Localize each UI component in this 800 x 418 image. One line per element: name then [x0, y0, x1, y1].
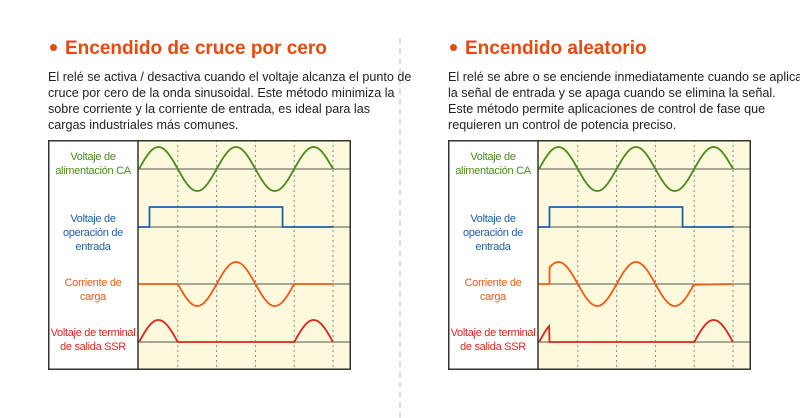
timing-svg	[448, 140, 751, 370]
row-label-line: carga	[479, 291, 507, 303]
description-line: cargas industriales más comunes.	[48, 118, 239, 132]
load-current-wave	[538, 261, 734, 307]
row-label-line: operación de	[62, 227, 123, 239]
timing-diagram: Voltaje de alimentación CA Voltaje de opera…	[448, 140, 751, 370]
description-line: requieren un control de potencia preciso…	[448, 118, 677, 132]
row-label-ssr: Voltaje de terminal de salida SSR	[448, 326, 538, 354]
row-label-line: alimentación CA	[55, 165, 131, 177]
row-label-line: Voltaje de terminal	[50, 327, 136, 339]
description-line: El relé se abre o se enciende inmediatam…	[448, 70, 800, 84]
panel-title: Encendido aleatorio	[448, 38, 647, 60]
description-line: cruce por cero de la onda sinusoidal. Es…	[48, 86, 395, 100]
panel-zero-cross: Encendido de cruce por cero El relé se a…	[48, 0, 411, 418]
diagram-border	[448, 140, 751, 370]
description-line: El relé se activa / desactiva cuando el …	[48, 70, 412, 84]
row-label-ac: Voltaje de alimentación CA	[448, 150, 538, 178]
chart-background	[538, 140, 751, 370]
diagram-border	[48, 140, 351, 370]
timing-diagram: Voltaje de alimentación CA Voltaje de opera…	[48, 140, 351, 370]
description-line: sobre corriente y la corriente de entrad…	[48, 102, 371, 116]
row-label-line: entrada	[475, 241, 511, 253]
ssr-output-voltage-wave	[138, 319, 334, 343]
row-label-line: operación de	[462, 227, 523, 239]
row-label-line: Voltaje de	[70, 213, 116, 225]
row-label-ssr: Voltaje de terminal de salida SSR	[48, 326, 138, 354]
panel-description: El relé se abre o se enciende inmediatam…	[448, 69, 800, 133]
panel-description: El relé se activa / desactiva cuando el …	[48, 69, 411, 133]
row-label-line: de salida SSR	[60, 341, 126, 353]
row-label-line: Corriente de	[64, 277, 122, 289]
row-label-ac: Voltaje de alimentación CA	[48, 150, 138, 178]
timing-svg	[48, 140, 351, 370]
row-label-line: Voltaje de	[470, 151, 516, 163]
description-line: la señal de entrada y se apaga cuando se…	[448, 86, 776, 100]
input-voltage-wave	[138, 206, 333, 228]
row-label-line: Corriente de	[464, 277, 522, 289]
load-current-wave	[138, 261, 333, 307]
panel-divider	[399, 38, 401, 418]
chart-background	[138, 140, 351, 370]
description-line: Este método permite aplicaciones de cont…	[448, 102, 766, 116]
row-label-current: Corriente de carga	[448, 276, 538, 304]
row-label-input: Voltaje de operación de entrada	[48, 212, 138, 254]
ssr-output-voltage-wave	[538, 319, 734, 343]
row-label-line: alimentación CA	[455, 165, 531, 177]
row-label-line: de salida SSR	[460, 341, 526, 353]
row-label-line: entrada	[75, 241, 111, 253]
row-label-current: Corriente de carga	[48, 276, 138, 304]
panel-random: Encendido aleatorio El relé se abre o se…	[448, 0, 800, 418]
bullet-icon	[450, 43, 457, 51]
panel-title-text: Encendido aleatorio	[465, 38, 647, 59]
panel-title-text: Encendido de cruce por cero	[65, 38, 327, 59]
row-label-line: Voltaje de	[70, 151, 116, 163]
input-voltage-wave	[538, 206, 733, 228]
bullet-icon	[50, 43, 57, 51]
row-label-line: Voltaje de	[470, 213, 516, 225]
row-label-line: Voltaje de terminal	[450, 327, 536, 339]
row-label-input: Voltaje de operación de entrada	[448, 212, 538, 254]
ac-voltage-wave	[538, 146, 734, 192]
panel-title: Encendido de cruce por cero	[48, 38, 327, 60]
ac-voltage-wave	[138, 146, 334, 192]
row-label-line: carga	[79, 291, 107, 303]
